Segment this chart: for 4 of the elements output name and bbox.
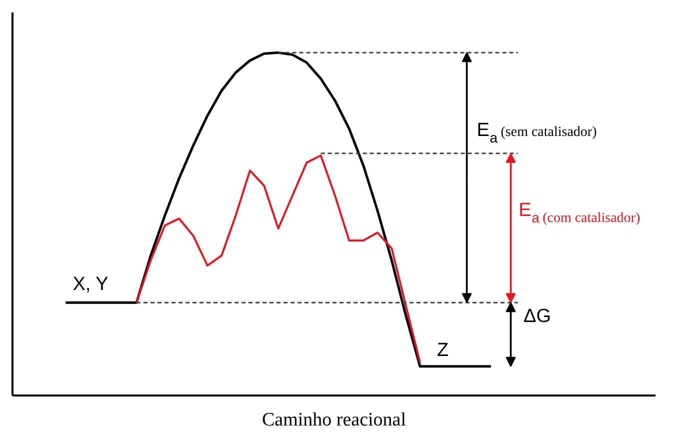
- annotation: Z: [437, 340, 450, 361]
- annotation: X, Y: [72, 274, 109, 296]
- x-axis-title: Caminho reacional: [262, 410, 406, 430]
- text: ΔG: [524, 306, 552, 327]
